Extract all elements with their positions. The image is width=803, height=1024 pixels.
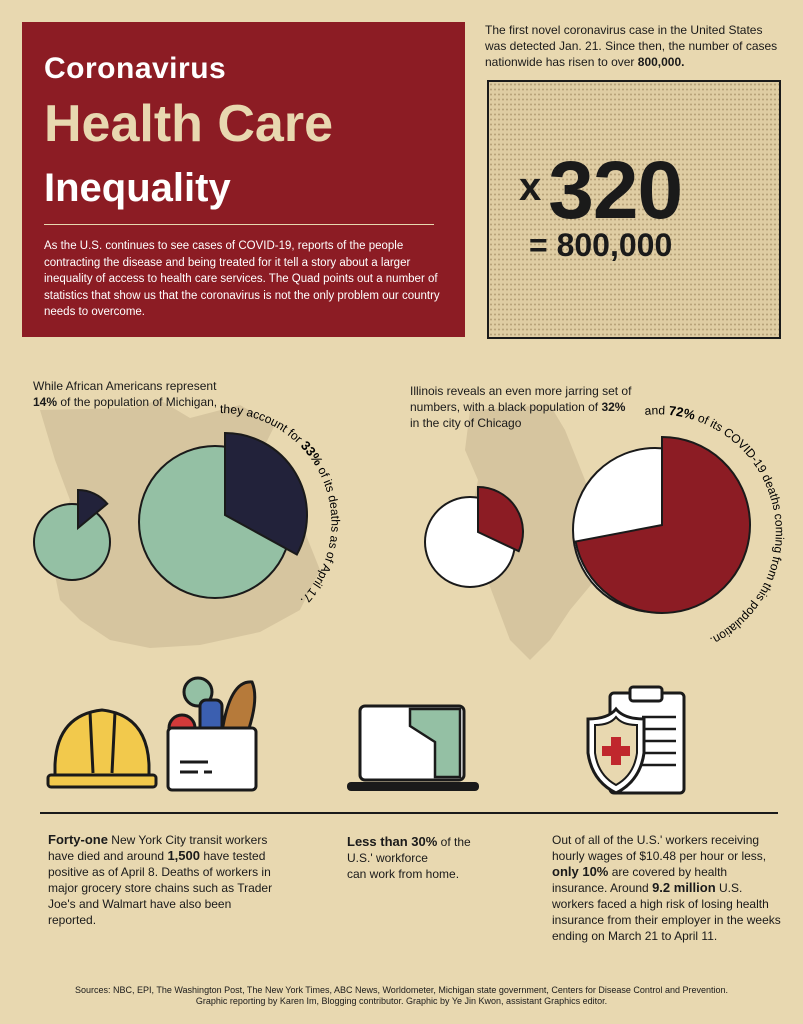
transit-bold-2: 1,500	[167, 848, 200, 863]
michigan-graphic: they account for 33% of its deaths as of…	[33, 400, 342, 648]
illinois-small-pie-slice	[477, 485, 524, 553]
intro-paragraph: As the U.S. continues to see cases of CO…	[44, 240, 440, 318]
transit-text-2: have tested positive as of April 8. Deat…	[48, 849, 273, 927]
wages-text-3: U.S. workers faced a high risk of losing…	[552, 881, 781, 943]
multiplier: x320	[519, 144, 683, 238]
illinois-caption: Illinois reveals an even more jarring se…	[410, 383, 635, 431]
multiplier-value: 320	[548, 145, 683, 236]
sources-line: Sources: NBC, EPI, The Washington Post, …	[75, 985, 728, 995]
hard-hat-icon	[46, 708, 158, 789]
remote-work-stat: Less than 30% of the U.S.' workforce can…	[347, 834, 527, 882]
equals-total: = 800,000	[529, 227, 673, 263]
clipboard-health-shield-icon	[586, 685, 686, 795]
multiplier-x: x	[519, 165, 541, 209]
transit-text-1: New York City transit workers have died …	[48, 833, 268, 863]
illinois-text-pre: Illinois reveals an even more jarring se…	[410, 384, 632, 414]
illinois-large-pie	[572, 435, 751, 614]
michigan-small-pie-base	[33, 503, 111, 581]
section-divider	[40, 812, 778, 814]
cases-intro-prefix: The first novel coronavirus case in the …	[485, 23, 763, 53]
wages-text-2: are covered by health insurance. Around	[552, 865, 728, 895]
illinois-large-pie-slice	[574, 435, 751, 614]
title-divider	[44, 224, 434, 225]
remote-text-1: of the	[437, 835, 471, 849]
cases-intro-mid: Since then, the number of cases nationwi…	[485, 39, 778, 69]
michigan-large-pie	[138, 431, 308, 599]
cases-intro: The first novel coronavirus case in the …	[485, 22, 780, 70]
transit-bold-1: Forty-one	[48, 832, 108, 847]
illinois-text-post: in the city of Chicago	[410, 416, 522, 430]
wage-insurance-stat: Out of all of the U.S.' workers receivin…	[552, 832, 782, 944]
michigan-text-pre: While African Americans represent	[33, 379, 217, 393]
wages-bold-1: only 10%	[552, 864, 609, 879]
remote-bold: Less than 30%	[347, 834, 438, 849]
cases-dot-grid: x320 = 800,000	[487, 80, 781, 339]
illinois-graphic: and 72% of its COVID-19 deaths coming fr…	[424, 403, 787, 660]
michigan-small-pie-slice	[77, 488, 109, 531]
illinois-small-pie	[424, 485, 524, 588]
illinois-curved-bold: 72%	[668, 403, 697, 423]
grocery-bag-icon	[166, 676, 258, 792]
sources-footer: Sources: NBC, EPI, The Washington Post, …	[30, 985, 773, 1007]
wages-bold-2: 9.2 million	[652, 880, 716, 895]
remote-text-2: U.S.' workforce	[347, 851, 428, 865]
laptop-icon	[347, 704, 479, 791]
remote-text-3: can work from home.	[347, 867, 460, 881]
michigan-small-pie	[33, 488, 111, 581]
transit-workers-stat: Forty-one New York City transit workers …	[48, 832, 273, 928]
michigan-caption: While African Americans represent 14% of…	[33, 378, 233, 410]
title-line-3: Inequality	[44, 166, 231, 210]
michigan-large-pie-slice	[224, 431, 308, 556]
title-panel: Coronavirus Health Care Inequality As th…	[22, 22, 465, 337]
illinois-text-bold: 32%	[601, 400, 626, 414]
title-line-2: Health Care	[44, 95, 333, 153]
credits-line: Graphic reporting by Karen Im, Blogging …	[195, 996, 608, 1006]
title-line-1: Coronavirus	[44, 52, 227, 85]
cases-intro-bold: 800,000.	[637, 55, 685, 69]
illinois-map-shape	[465, 405, 600, 660]
michigan-text-bold: 14%	[33, 395, 58, 409]
wages-text-1: Out of all of the U.S.' workers receivin…	[552, 833, 767, 863]
michigan-text-post: of the population of Michigan,	[57, 395, 218, 409]
illinois-curved-pre: and	[644, 403, 669, 418]
